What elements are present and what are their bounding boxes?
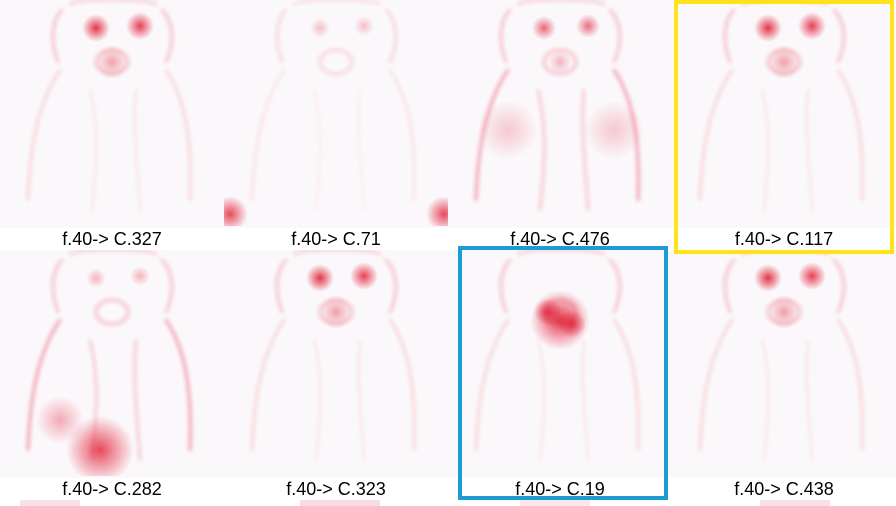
heatmap-image <box>27 0 192 211</box>
heatmap-image <box>699 250 864 461</box>
tile-caption: f.40-> C.438 <box>672 478 896 500</box>
tile-caption: f.40-> C.117 <box>672 228 896 250</box>
heatmap-tile: f.40-> C.282 <box>0 250 224 500</box>
heatmap-tile: f.40-> C.323 <box>224 250 448 500</box>
heatmap-tile: f.40-> C.71 <box>224 0 448 250</box>
tile-caption: f.40-> C.19 <box>448 478 672 500</box>
heatmap-tile: f.40-> C.19 <box>448 250 672 500</box>
heatmap-tile: f.40-> C.476 <box>448 0 672 250</box>
strip-fragment <box>300 500 380 506</box>
heatmap-image <box>475 0 644 211</box>
strip-fragment <box>520 500 590 506</box>
heatmap-image <box>251 250 416 461</box>
tile-caption: f.40-> C.327 <box>0 228 224 250</box>
tile-caption: f.40-> C.282 <box>0 478 224 500</box>
strip-fragment <box>20 500 80 506</box>
heatmap-image <box>475 250 640 461</box>
tile-caption: f.40-> C.323 <box>224 478 448 500</box>
tile-caption: f.40-> C.476 <box>448 228 672 250</box>
heatmap-image <box>224 0 448 226</box>
heatmap-image <box>27 250 192 476</box>
heatmap-image <box>699 0 864 211</box>
heatmap-tile: f.40-> C.438 <box>672 250 896 500</box>
strip-fragment <box>760 500 830 506</box>
tile-caption: f.40-> C.71 <box>224 228 448 250</box>
heatmap-tile: f.40-> C.327 <box>0 0 224 250</box>
heatmap-tile: f.40-> C.117 <box>672 0 896 250</box>
next-row-strip <box>0 500 896 506</box>
